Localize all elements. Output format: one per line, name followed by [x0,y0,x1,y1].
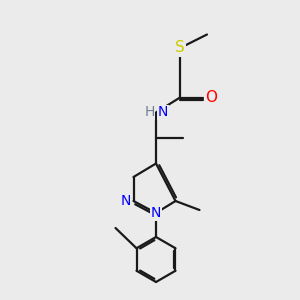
Text: N: N [158,106,168,119]
Text: H: H [144,106,154,119]
Text: S: S [175,40,185,56]
Text: N: N [151,206,161,220]
Text: N: N [120,194,130,208]
Text: O: O [206,90,218,105]
